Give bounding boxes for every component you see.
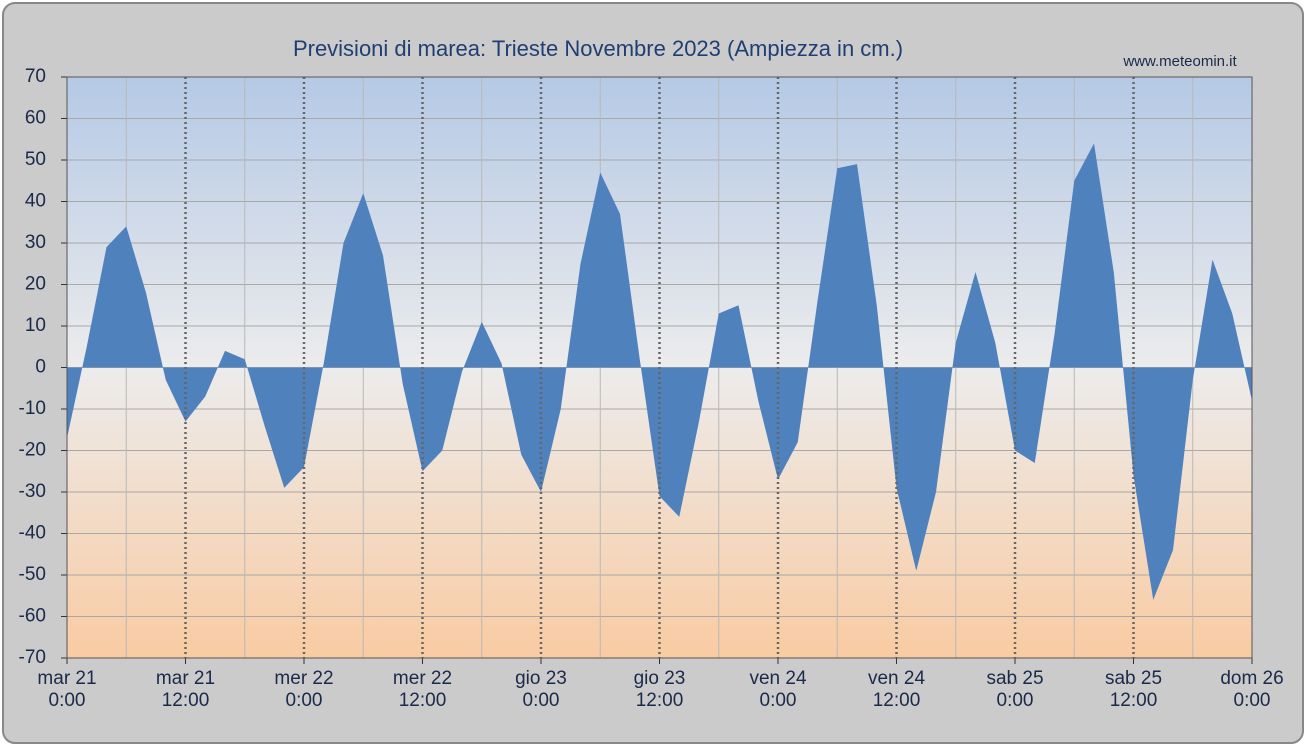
x-tick-label: ven 24 [749, 668, 806, 689]
x-tick-label: 12:00 [636, 690, 684, 711]
x-tick-label: gio 23 [634, 668, 686, 689]
x-tick-label: sab 25 [986, 668, 1043, 689]
tide-area [67, 143, 1252, 600]
y-tick-label: 50 [25, 149, 46, 170]
x-tick-label: 0:00 [760, 690, 797, 711]
x-tick-label: gio 23 [515, 668, 567, 689]
y-tick-label: -70 [19, 647, 46, 668]
y-tick-label: 30 [25, 232, 46, 253]
x-tick-label: 12:00 [162, 690, 210, 711]
y-tick-label: 10 [25, 315, 46, 336]
x-tick-label: 0:00 [286, 690, 323, 711]
x-tick-label: 0:00 [1234, 690, 1271, 711]
y-tick-label: -40 [19, 523, 46, 544]
y-tick-label: -20 [19, 440, 46, 461]
x-tick-label: sab 25 [1105, 668, 1162, 689]
x-tick-label: mar 21 [37, 668, 96, 689]
x-tick-label: 0:00 [523, 690, 560, 711]
x-tick-label: 12:00 [1110, 690, 1158, 711]
plot-border [66, 76, 1253, 659]
y-tick-label: 20 [25, 274, 46, 295]
y-tick-label: 70 [25, 66, 46, 87]
y-tick-label: -10 [19, 398, 46, 419]
y-tick-label: 0 [35, 357, 46, 378]
y-tick-label: 40 [25, 191, 46, 212]
chart-title: Previsioni di marea: Trieste Novembre 20… [293, 36, 903, 61]
x-tick-label: 0:00 [997, 690, 1034, 711]
x-tick-label: dom 26 [1220, 668, 1283, 689]
x-tick-label: mar 21 [156, 668, 215, 689]
x-tick-label: 12:00 [873, 690, 921, 711]
y-tick-label: -60 [19, 606, 46, 627]
x-tick-label: ven 24 [868, 668, 925, 689]
y-tick-label: -50 [19, 564, 46, 585]
x-tick-label: mer 22 [274, 668, 333, 689]
x-tick-label: mer 22 [393, 668, 452, 689]
y-tick-label: 60 [25, 108, 46, 129]
x-tick-label: 12:00 [399, 690, 447, 711]
y-tick-label: -30 [19, 481, 46, 502]
x-tick-label: 0:00 [49, 690, 86, 711]
source: www.meteomin.it [1122, 53, 1237, 70]
